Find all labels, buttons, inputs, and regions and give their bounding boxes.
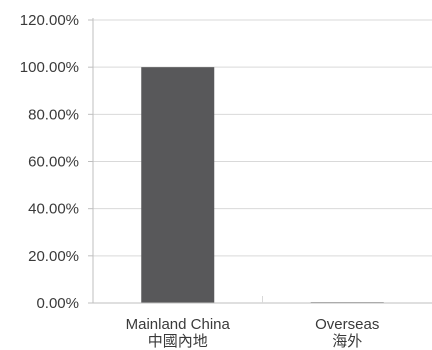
x-category-label: Mainland China	[126, 316, 231, 333]
y-tick-label: 60.00%	[28, 154, 79, 171]
x-category-sublabel: 中國內地	[148, 333, 208, 350]
bar	[141, 67, 215, 304]
y-tick-label: 80.00%	[28, 106, 79, 123]
y-tick-label: 100.00%	[20, 59, 79, 76]
y-tick-labels: 0.00% 20.00% 40.00% 60.00% 80.00% 100.00% 120.…	[20, 12, 79, 312]
x-category-label: Overseas	[315, 316, 379, 333]
y-tick-label: 20.00%	[28, 248, 79, 265]
y-tick-label: 40.00%	[28, 201, 79, 218]
axes	[88, 18, 432, 304]
x-category-sublabel: 海外	[332, 333, 362, 350]
y-tick-label: 0.00%	[36, 295, 79, 312]
y-tick-label: 120.00%	[20, 12, 79, 29]
bars	[141, 67, 384, 304]
